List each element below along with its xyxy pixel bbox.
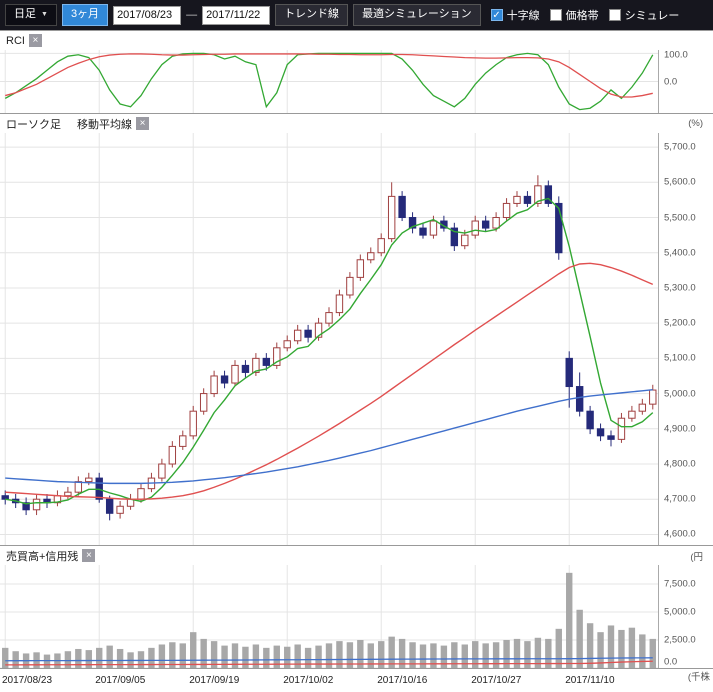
x-axis-date-label: 2017/09/05 (95, 675, 146, 686)
y-axis-tick: 2,500.0 (664, 634, 696, 646)
price-y-axis: 5,700.0 5,600.0 5,500.0 5,400.0 5,300.0 5,200… (658, 133, 713, 545)
y-axis-tick: 5,000.0 (664, 606, 696, 618)
y-axis-tick: 4,800.0 (664, 458, 696, 470)
x-axis-date-row: (千株 2017/08/23 2017/09/05 2017/09/19 2017/1… (0, 668, 713, 692)
x-axis-date-label: 2017/11/10 (565, 675, 615, 686)
y-axis-tick: 5,100.0 (664, 352, 696, 364)
date-range-separator: — (186, 9, 198, 21)
checkbox-checked-icon: ✓ (490, 9, 503, 21)
main-panel-header: ローソク足 移動平均線 × (%) (0, 113, 713, 133)
range-3months-button[interactable]: 3ヶ月 (61, 4, 109, 26)
y-axis-tick: 4,600.0 (664, 528, 696, 540)
toolbar: 日足 ▼ 3ヶ月 — トレンド線 最適シミュレーション ✓ 十字線 価格帯 シミ… (0, 0, 713, 30)
x-axis-date-label: 2017/10/02 (283, 675, 334, 686)
y-axis-tick: 5,600.0 (664, 176, 696, 188)
rci-panel-header: RCI × (0, 30, 713, 50)
y-axis-tick: 4,700.0 (664, 493, 696, 505)
simulation-checkbox[interactable]: シミュレー (608, 7, 680, 23)
period-dropdown[interactable]: 日足 ▼ (5, 4, 57, 26)
y-axis-tick: 5,400.0 (664, 247, 696, 259)
checkbox-unchecked-icon (608, 9, 621, 21)
priceband-checkbox[interactable]: 価格帯 (549, 7, 599, 23)
trend-line-button[interactable]: トレンド線 (275, 4, 349, 26)
y-axis-tick: 5,000.0 (664, 388, 696, 400)
period-dropdown-label: 日足 (14, 8, 36, 21)
x-axis-date-label: 2017/10/16 (377, 675, 428, 686)
y-axis-tick: 5,200.0 (664, 317, 696, 329)
volume-chart[interactable] (0, 565, 658, 668)
checkbox-unchecked-icon (549, 9, 562, 21)
close-icon[interactable]: × (82, 549, 96, 562)
x-axis-date-label: 2017/10/27 (471, 675, 522, 686)
y-axis-tick: 5,300.0 (664, 282, 696, 294)
y-axis-tick: 0.0 (664, 76, 678, 87)
close-icon[interactable]: × (28, 34, 42, 47)
date-to-input[interactable] (202, 5, 271, 25)
x-axis-date-label: 2017/08/23 (2, 675, 53, 686)
rci-y-axis: 100.0 0.0 (658, 50, 713, 113)
crosshair-checkbox-label: 十字線 (506, 10, 540, 22)
y-axis-tick: 0.0 (664, 656, 678, 668)
priceband-checkbox-label: 価格帯 (565, 10, 599, 22)
candlestick-label: ローソク足 (6, 118, 61, 131)
moving-average-label: 移動平均線 (77, 118, 132, 131)
y-axis-tick: 5,700.0 (664, 141, 696, 153)
rci-panel-title: RCI (6, 34, 25, 47)
optimal-simulation-button[interactable]: 最適シミュレーション (353, 4, 481, 26)
y-axis-tick: 100.0 (664, 49, 688, 61)
volume-panel-header: 売買高+信用残 × (円 (0, 545, 713, 565)
simulation-checkbox-label: シミュレー (624, 10, 680, 22)
x-axis-date-label: 2017/09/19 (189, 675, 240, 686)
y-axis-tick: 4,900.0 (664, 423, 696, 435)
volume-unit-label: (千株 (687, 672, 710, 683)
volume-y-axis: 7,500.0 5,000.0 2,500.0 0.0 (658, 565, 713, 668)
volume-panel-title: 売買高+信用残 (6, 550, 79, 563)
date-from-input[interactable] (113, 5, 182, 25)
y-axis-tick: 7,500.0 (664, 578, 696, 590)
rci-chart[interactable] (0, 50, 658, 113)
close-icon[interactable]: × (136, 117, 149, 130)
chevron-down-icon: ▼ (41, 10, 48, 18)
candlestick-chart[interactable] (0, 133, 658, 545)
price-unit-label: (円 (690, 551, 703, 563)
y-axis-tick: 5,500.0 (664, 212, 696, 223)
crosshair-checkbox[interactable]: ✓ 十字線 (490, 7, 540, 23)
rci-unit-label: (%) (688, 118, 703, 129)
